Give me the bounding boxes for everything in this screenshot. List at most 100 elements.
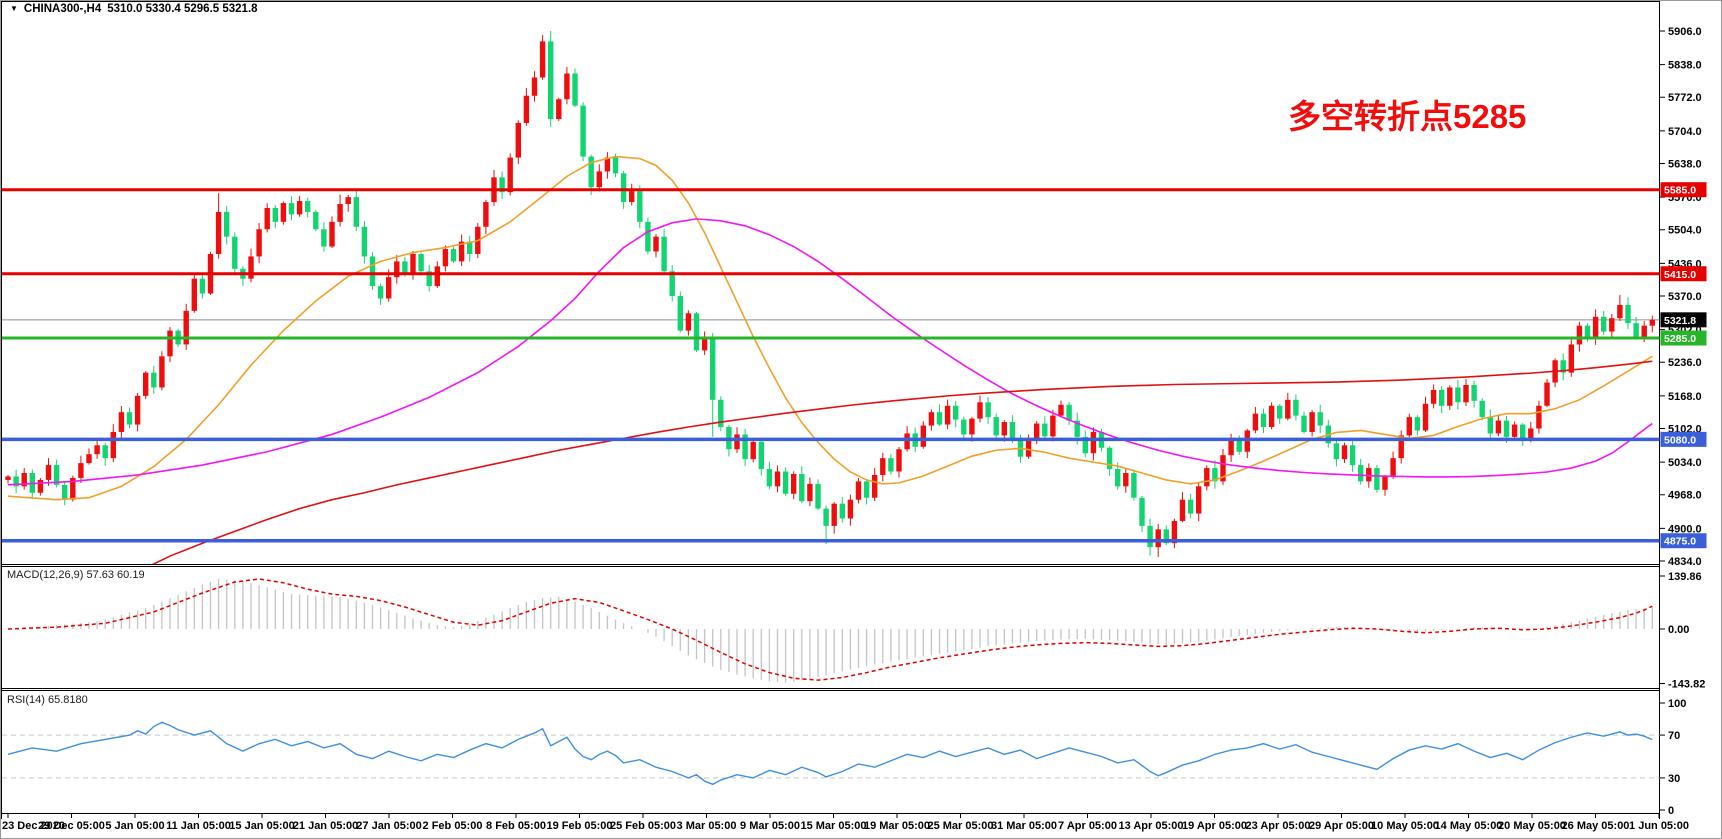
candle bbox=[483, 202, 489, 227]
candle bbox=[564, 73, 570, 100]
candle bbox=[1649, 319, 1655, 326]
macd-axis: 139.86 0.00 -143.82 bbox=[1660, 571, 1705, 691]
candle bbox=[993, 417, 999, 436]
candle bbox=[1366, 468, 1372, 482]
time-axis-label: 29 Dec 05:00 bbox=[38, 820, 105, 832]
time-axis-label: 10 May 05:00 bbox=[1371, 820, 1439, 832]
candle bbox=[410, 253, 416, 274]
candle bbox=[1074, 420, 1080, 437]
price-axis-label: 5906.0 bbox=[1668, 26, 1702, 38]
candle bbox=[872, 474, 878, 498]
candle bbox=[1406, 417, 1412, 436]
candle bbox=[402, 261, 408, 274]
time-axis-label: 1 Jun 05:00 bbox=[1629, 820, 1689, 832]
candle bbox=[645, 221, 651, 252]
candle bbox=[232, 236, 238, 269]
candle bbox=[1592, 316, 1599, 339]
candle bbox=[199, 278, 206, 294]
candle bbox=[369, 256, 376, 287]
price-badge-label: 5080.0 bbox=[1664, 434, 1696, 446]
candle bbox=[21, 472, 27, 487]
candle bbox=[1220, 455, 1226, 482]
candle bbox=[1601, 316, 1607, 332]
candle bbox=[831, 503, 837, 526]
candle bbox=[353, 197, 359, 227]
candle bbox=[159, 356, 165, 388]
candle bbox=[345, 197, 351, 205]
time-axis-label: 13 Apr 05:00 bbox=[1118, 820, 1183, 832]
candle bbox=[685, 313, 692, 331]
candle bbox=[839, 503, 845, 519]
candle bbox=[750, 441, 756, 460]
candle bbox=[718, 399, 724, 428]
candle bbox=[766, 469, 773, 487]
candle bbox=[1317, 412, 1323, 426]
candle bbox=[1430, 389, 1437, 404]
candle bbox=[1560, 360, 1566, 373]
candle bbox=[1066, 404, 1072, 421]
symbol-dropdown-icon[interactable]: ▼ bbox=[10, 4, 18, 13]
price-axis-label: 5638.0 bbox=[1668, 158, 1702, 170]
candle bbox=[167, 330, 173, 357]
candle bbox=[1236, 438, 1242, 452]
price-badge-label: 5321.8 bbox=[1664, 315, 1696, 327]
candle bbox=[394, 261, 400, 278]
time-axis-label: 31 Mar 05:00 bbox=[991, 820, 1057, 832]
candle bbox=[1090, 431, 1097, 454]
candle bbox=[126, 412, 133, 425]
candle bbox=[977, 402, 983, 419]
candle bbox=[985, 402, 991, 418]
candle bbox=[1147, 525, 1153, 548]
candle bbox=[620, 173, 627, 203]
price-badge bbox=[1660, 312, 1707, 328]
candle bbox=[1374, 468, 1380, 490]
candle bbox=[823, 508, 829, 526]
candle bbox=[1277, 405, 1283, 419]
candle bbox=[434, 266, 440, 287]
candlestick-series bbox=[5, 31, 1655, 558]
candle bbox=[1155, 529, 1161, 548]
rsi-axis-label: 0 bbox=[1668, 805, 1674, 817]
candle bbox=[572, 73, 578, 106]
candle bbox=[1050, 415, 1056, 437]
candle bbox=[515, 122, 521, 158]
candle bbox=[1455, 387, 1461, 403]
candle bbox=[920, 425, 926, 447]
candle bbox=[1106, 447, 1113, 470]
price-badge-label: 5285.0 bbox=[1664, 333, 1696, 345]
ma-magenta-line bbox=[7, 218, 1653, 486]
candle bbox=[1212, 468, 1218, 482]
candle bbox=[1584, 325, 1591, 339]
candle bbox=[386, 277, 392, 299]
time-axis-label: 2 Feb 05:00 bbox=[423, 820, 483, 832]
time-axis-label: 20 May 05:00 bbox=[1498, 820, 1566, 832]
chart-annotation-text: 多空转折点5285 bbox=[1288, 98, 1527, 135]
candle bbox=[1609, 318, 1615, 332]
time-axis-label: 19 Feb 05:00 bbox=[546, 820, 612, 832]
candle bbox=[1422, 403, 1429, 431]
candle bbox=[701, 338, 708, 351]
candle bbox=[774, 471, 781, 487]
rsi-level-lines bbox=[2, 734, 1660, 779]
candle bbox=[1471, 384, 1477, 401]
candle bbox=[272, 207, 278, 222]
candle bbox=[1414, 417, 1421, 431]
candle bbox=[1042, 423, 1048, 437]
rsi-axis: 100 70 30 0 bbox=[1660, 698, 1686, 817]
candle bbox=[1187, 499, 1194, 514]
price-axis-label: 5838.0 bbox=[1668, 60, 1702, 72]
candle bbox=[1034, 423, 1040, 439]
candle bbox=[1285, 399, 1291, 419]
candle bbox=[288, 203, 295, 215]
candle bbox=[653, 236, 659, 252]
candle bbox=[442, 249, 449, 267]
time-axis-label: 5 Jan 05:00 bbox=[105, 820, 164, 832]
macd-axis-label: 0.00 bbox=[1668, 624, 1689, 636]
price-badge bbox=[1660, 330, 1707, 346]
price-axis-label: 5236.0 bbox=[1668, 357, 1702, 369]
candle bbox=[1463, 384, 1469, 403]
candle bbox=[1633, 323, 1639, 337]
candle bbox=[1268, 405, 1275, 428]
